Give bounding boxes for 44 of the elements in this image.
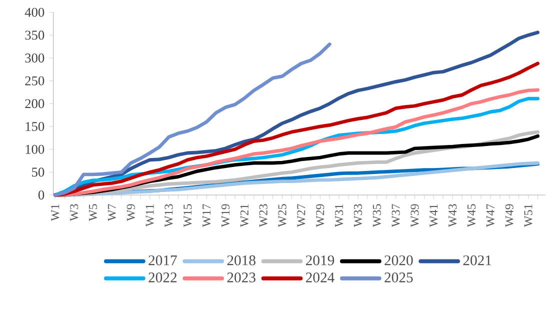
x-tick-label: W31 (335, 204, 344, 228)
x-tick-label: W17 (202, 204, 211, 228)
x-tick-label: W3 (70, 204, 78, 222)
x-tick-label: W27 (297, 204, 306, 228)
legend-label: 2024 (306, 272, 334, 282)
y-tick-label: 150 (26, 122, 44, 131)
x-tick-label: W41 (430, 204, 438, 228)
legend-label: 2021 (463, 255, 492, 266)
legend-label: 2017 (148, 255, 177, 266)
x-tick-label: W21 (240, 204, 249, 228)
legend-label: 2025 (384, 272, 413, 282)
y-tick-label: 250 (25, 76, 44, 86)
x-tick-label: W39 (410, 204, 419, 228)
x-tick-label: W9 (126, 204, 135, 222)
x-tick-label: W47 (486, 204, 495, 228)
legend-label: 2022 (148, 272, 177, 282)
x-tick-label: W45 (467, 204, 476, 228)
x-tick-label: W11 (146, 204, 154, 227)
x-tick-label: W33 (354, 204, 362, 228)
legend-label: 2018 (227, 255, 256, 266)
x-tick-label: W49 (505, 204, 514, 228)
legend-label: 2023 (227, 272, 256, 282)
x-tick-label: W29 (316, 204, 324, 228)
x-tick-label: W19 (221, 204, 230, 228)
x-tick-label: W23 (259, 204, 268, 228)
x-tick-label: W51 (524, 204, 532, 228)
y-tick-label: 0 (38, 190, 44, 200)
y-tick-label: 200 (25, 99, 44, 108)
x-tick-label: W5 (89, 204, 98, 222)
x-tick-label: W25 (278, 204, 286, 228)
x-tick-label: W43 (448, 204, 457, 228)
x-tick-label: W13 (164, 204, 173, 228)
x-tick-label: W35 (372, 204, 381, 228)
y-tick-label: 400 (24, 8, 44, 17)
x-tick-label: W37 (392, 204, 400, 228)
legend-label: 2019 (306, 255, 334, 266)
x-tick-label: W7 (108, 204, 116, 222)
y-tick-label: 350 (25, 30, 44, 40)
y-tick-label: 100 (26, 144, 44, 154)
y-tick-label: 50 (32, 168, 44, 177)
x-tick-label: W15 (184, 204, 192, 228)
legend-label: 2020 (384, 255, 413, 266)
x-tick-label: W1 (51, 204, 60, 222)
y-tick-label: 300 (25, 54, 44, 62)
